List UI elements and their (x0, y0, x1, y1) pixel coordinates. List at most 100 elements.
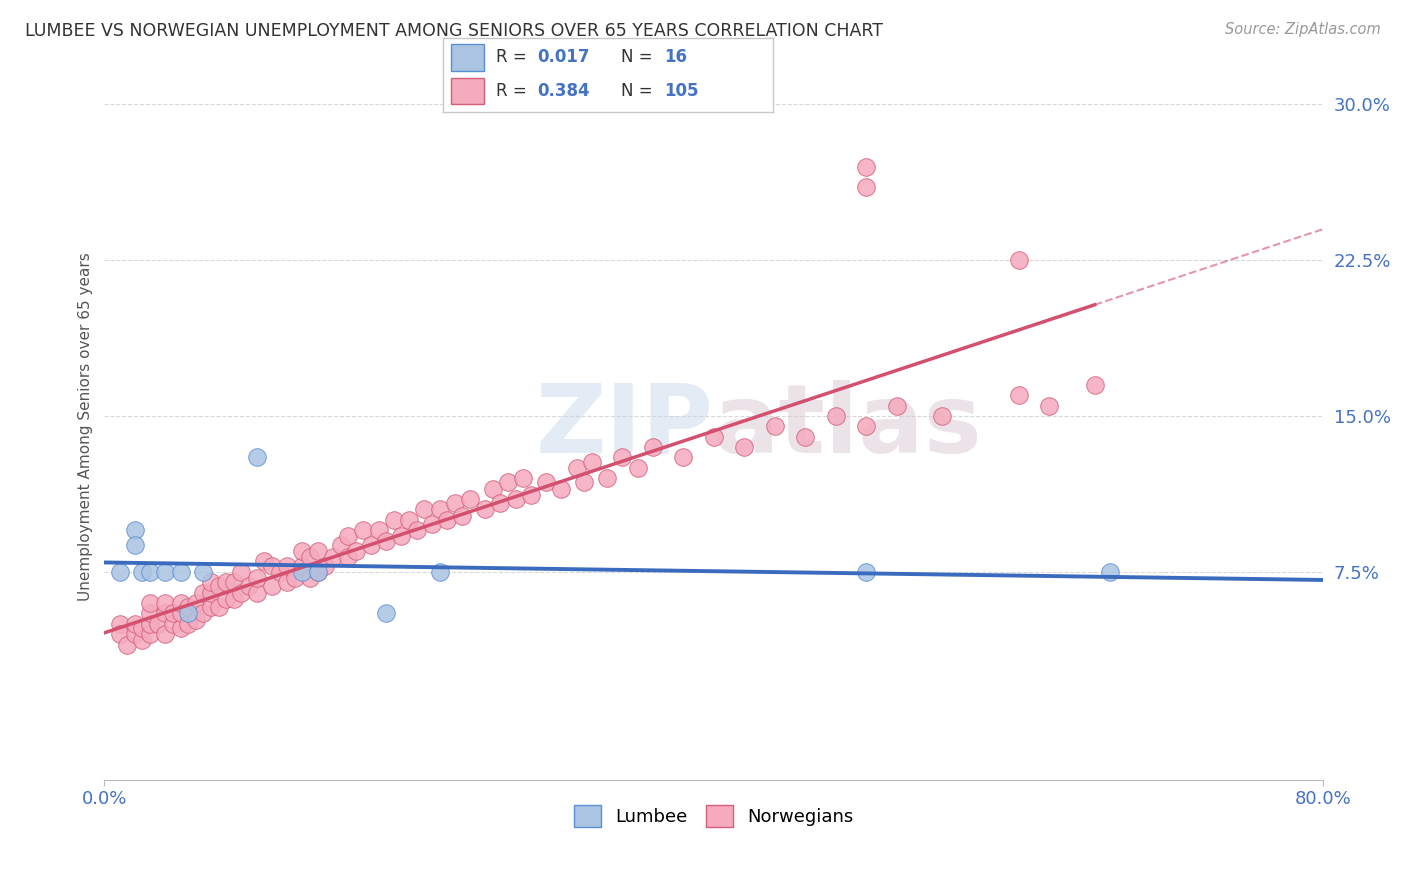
Point (581, 455, 603, 469)
Point (429, 502, 451, 516)
Point (886, 399, 908, 413)
Text: Source: ZipAtlas.com: Source: ZipAtlas.com (1225, 22, 1381, 37)
Point (322, 550, 344, 565)
Y-axis label: Unemployment Among Seniors over 65 years: Unemployment Among Seniors over 65 years (79, 252, 93, 600)
Point (169, 607, 191, 621)
Point (329, 538, 352, 552)
Point (200, 575, 222, 590)
Point (505, 491, 527, 506)
Point (352, 523, 374, 537)
Point (398, 513, 420, 527)
Point (215, 591, 238, 606)
Point (641, 440, 664, 454)
Point (291, 565, 314, 579)
Point (139, 627, 162, 641)
Point (200, 600, 222, 615)
Point (451, 508, 474, 523)
Point (824, 409, 846, 423)
Point (436, 513, 458, 527)
Point (155, 607, 177, 621)
Point (208, 600, 231, 615)
Point (337, 550, 360, 565)
Point (482, 482, 505, 496)
Point (231, 565, 253, 579)
Point (276, 575, 298, 590)
Point (162, 607, 184, 621)
Point (458, 491, 481, 506)
Point (299, 571, 322, 585)
Point (855, 565, 877, 579)
Point (703, 430, 725, 444)
Point (375, 607, 398, 621)
Point (139, 616, 162, 631)
Point (124, 538, 146, 552)
Point (550, 482, 572, 496)
Point (124, 616, 146, 631)
Point (260, 579, 283, 593)
Text: N =: N = (621, 82, 658, 100)
Point (596, 471, 619, 485)
Point (307, 565, 329, 579)
Point (222, 591, 245, 606)
Point (1007, 253, 1029, 268)
Point (108, 627, 131, 641)
Point (124, 627, 146, 641)
Point (375, 533, 398, 548)
Point (291, 558, 314, 573)
Point (222, 575, 245, 590)
Point (1084, 377, 1107, 392)
Point (344, 544, 367, 558)
Point (215, 575, 238, 590)
Point (496, 475, 519, 490)
Point (246, 585, 269, 599)
Point (155, 596, 177, 610)
Text: ZIP: ZIP (536, 380, 714, 473)
Text: N =: N = (621, 48, 658, 66)
Point (238, 579, 260, 593)
Point (512, 471, 534, 485)
Point (208, 579, 231, 593)
Point (367, 523, 389, 537)
Point (672, 450, 695, 465)
Point (177, 616, 200, 631)
Point (246, 450, 269, 465)
Point (169, 565, 191, 579)
Bar (451, 45, 484, 70)
Point (626, 461, 648, 475)
Point (360, 538, 382, 552)
Point (1098, 565, 1121, 579)
Point (284, 571, 307, 585)
Point (108, 565, 131, 579)
Point (763, 419, 786, 434)
Bar (451, 78, 484, 104)
Point (314, 558, 336, 573)
Point (131, 621, 153, 635)
Point (231, 585, 253, 599)
Point (443, 496, 465, 510)
Point (276, 558, 298, 573)
Point (200, 585, 222, 599)
Point (146, 616, 169, 631)
Point (574, 475, 596, 490)
Point (253, 554, 276, 568)
Point (108, 616, 131, 631)
Point (565, 461, 588, 475)
Point (382, 513, 405, 527)
Point (155, 627, 177, 641)
Point (246, 571, 269, 585)
Point (131, 565, 153, 579)
Point (115, 638, 138, 652)
Text: atlas: atlas (714, 380, 983, 473)
Point (193, 607, 215, 621)
Point (855, 419, 877, 434)
Point (733, 440, 755, 454)
Point (124, 523, 146, 537)
Point (162, 616, 184, 631)
Point (391, 529, 413, 543)
Point (855, 160, 877, 174)
Point (139, 565, 162, 579)
Point (612, 450, 634, 465)
Point (307, 544, 329, 558)
Point (855, 180, 877, 194)
Text: 105: 105 (664, 82, 699, 100)
